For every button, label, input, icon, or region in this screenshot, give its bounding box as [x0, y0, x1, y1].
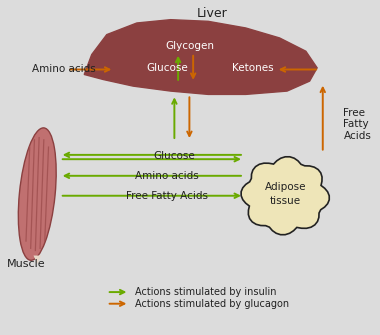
Text: Actions stimulated by insulin: Actions stimulated by insulin [135, 287, 276, 297]
Text: Ketones: Ketones [233, 63, 274, 73]
Text: Free Fatty Acids: Free Fatty Acids [126, 191, 208, 201]
Text: Glucose: Glucose [146, 63, 188, 73]
Text: Actions stimulated by glucagon: Actions stimulated by glucagon [135, 299, 289, 309]
Text: Glycogen: Glycogen [165, 41, 214, 51]
Polygon shape [241, 157, 329, 235]
Text: Free
Fatty
Acids: Free Fatty Acids [344, 108, 371, 141]
Polygon shape [33, 256, 41, 264]
Text: Liver: Liver [196, 7, 227, 20]
Text: Muscle: Muscle [7, 259, 45, 269]
Polygon shape [84, 20, 317, 94]
Text: Adipose
tissue: Adipose tissue [264, 183, 306, 206]
Text: Amino acids: Amino acids [135, 171, 199, 181]
Text: Amino acids: Amino acids [32, 65, 95, 74]
Ellipse shape [18, 128, 56, 260]
Text: Glucose: Glucose [154, 151, 195, 161]
